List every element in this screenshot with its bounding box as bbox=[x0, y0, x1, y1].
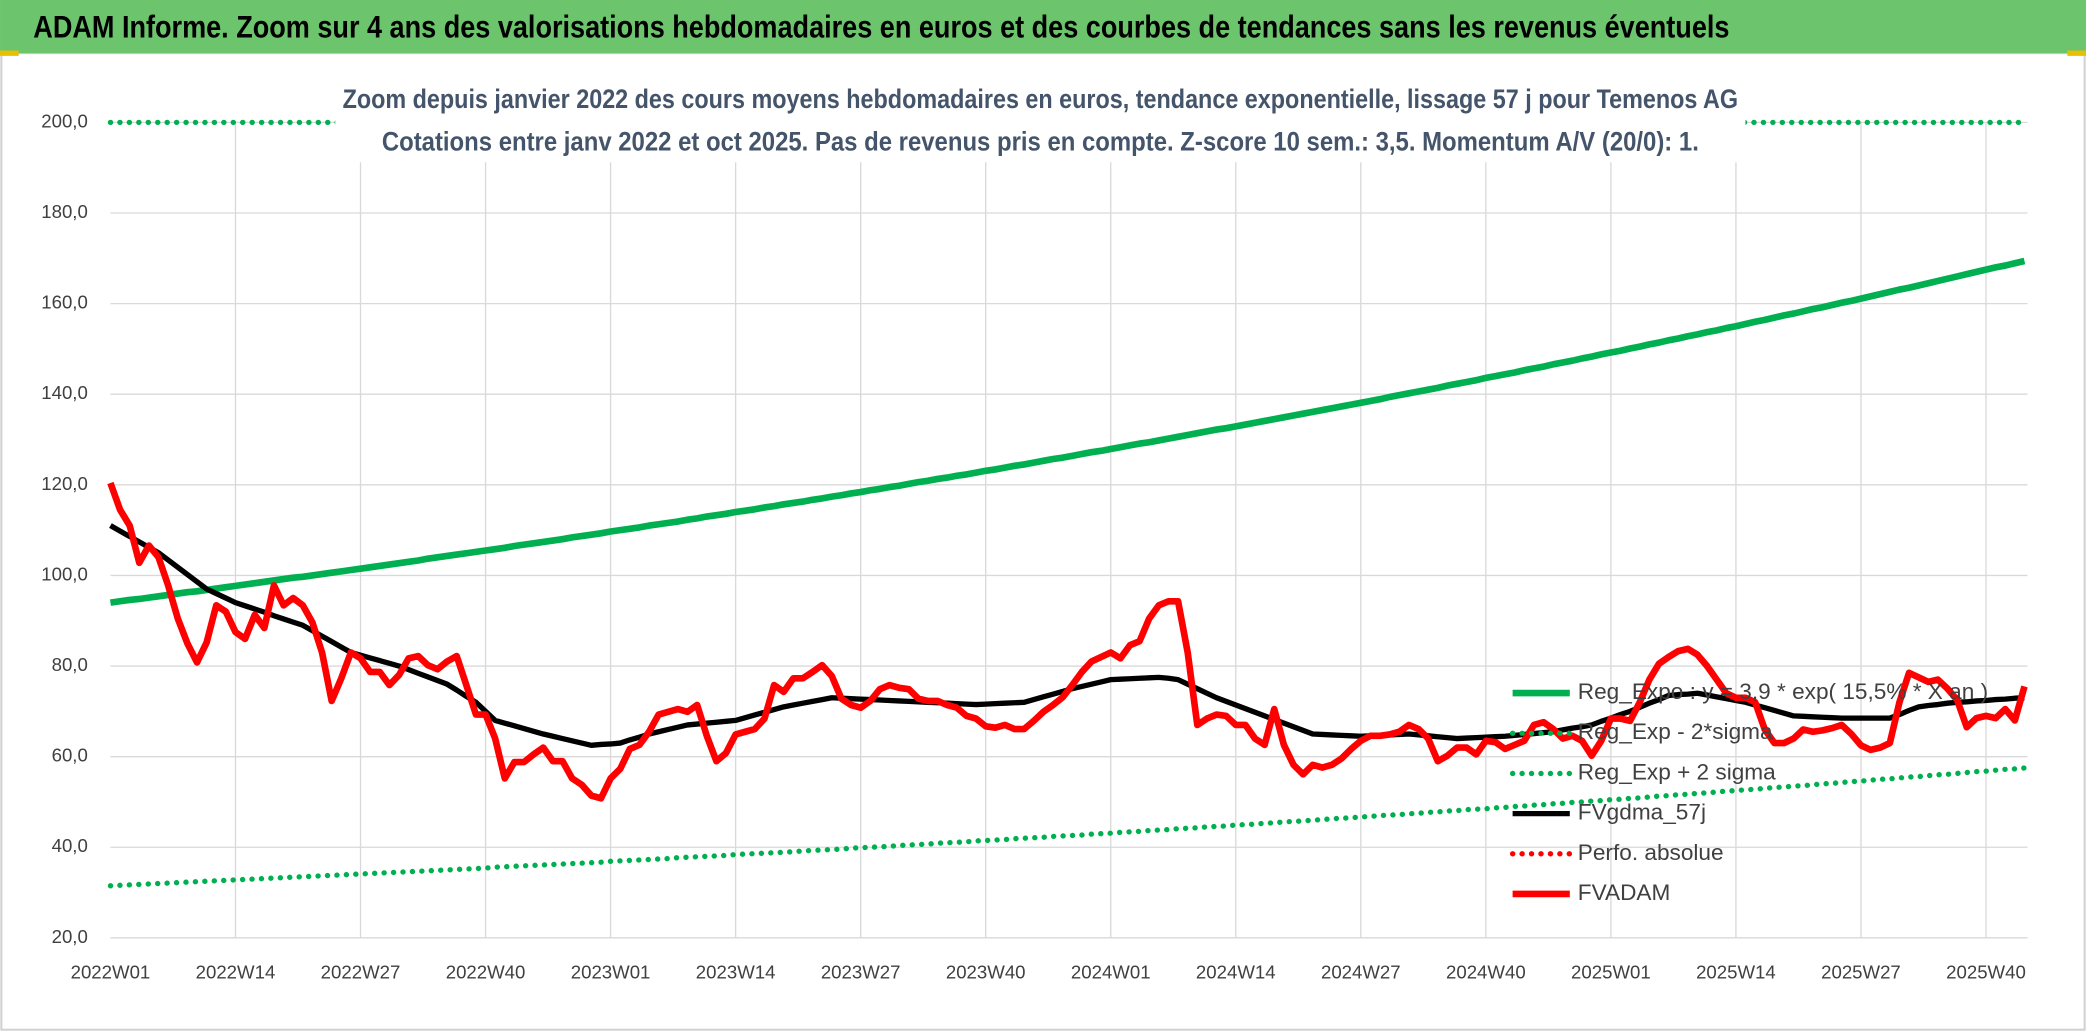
y-tick-label: 180,0 bbox=[41, 201, 88, 222]
x-tick-label: 2024W14 bbox=[1196, 962, 1276, 983]
x-tick-label: 2022W40 bbox=[446, 962, 526, 983]
chart-subtitle: Cotations entre janv 2022 et oct 2025. P… bbox=[382, 127, 1699, 157]
corner-mark bbox=[2067, 50, 2086, 56]
x-tick-label: 2023W01 bbox=[571, 962, 651, 983]
x-tick-label: 2023W27 bbox=[821, 962, 901, 983]
x-tick-label: 2025W01 bbox=[1571, 962, 1651, 983]
y-tick-label: 200,0 bbox=[41, 110, 88, 131]
header-bar bbox=[0, 0, 2086, 54]
x-tick-label: 2022W27 bbox=[321, 962, 401, 983]
legend-label: FVADAM bbox=[1578, 880, 1671, 905]
legend-label: FVgdma_57j bbox=[1578, 800, 1706, 825]
y-tick-label: 120,0 bbox=[41, 473, 88, 494]
series-line bbox=[107, 765, 2028, 889]
legend-label: Perfo. absolue bbox=[1578, 840, 1724, 865]
y-tick-label: 100,0 bbox=[41, 563, 88, 584]
series-line bbox=[109, 257, 2026, 606]
chart-title: Zoom depuis janvier 2022 des cours moyen… bbox=[343, 84, 1739, 114]
x-tick-label: 2025W14 bbox=[1696, 962, 1776, 983]
y-tick-label: 20,0 bbox=[52, 926, 88, 947]
chart-border bbox=[0, 52, 2086, 1031]
legend-label: Reg_Exp + 2 sigma bbox=[1578, 759, 1776, 784]
corner-mark bbox=[0, 50, 19, 56]
x-tick-label: 2023W40 bbox=[946, 962, 1026, 983]
x-tick-label: 2024W27 bbox=[1321, 962, 1401, 983]
x-tick-label: 2024W40 bbox=[1446, 962, 1526, 983]
x-tick-label: 2024W01 bbox=[1071, 962, 1151, 983]
header-title: ADAM Informe. Zoom sur 4 ans des valoris… bbox=[33, 9, 1729, 45]
y-tick-label: 140,0 bbox=[41, 382, 88, 403]
x-tick-label: 2022W14 bbox=[196, 962, 276, 983]
title-background bbox=[335, 79, 1746, 163]
legend-label: Reg_Expo : y = 3,9 * exp( 15,5% * X an ) bbox=[1578, 679, 1988, 704]
x-tick-label: 2025W27 bbox=[1821, 962, 1901, 983]
x-tick-label: 2023W14 bbox=[696, 962, 776, 983]
y-tick-label: 160,0 bbox=[41, 292, 88, 313]
chart-titles: Zoom depuis janvier 2022 des cours moyen… bbox=[335, 79, 1746, 163]
y-tick-label: 80,0 bbox=[52, 654, 88, 675]
y-tick-label: 60,0 bbox=[52, 745, 88, 766]
x-tick-label: 2025W40 bbox=[1946, 962, 2026, 983]
legend-label: Reg_Exp - 2*sigma bbox=[1578, 719, 1773, 744]
legend: Reg_Expo : y = 3,9 * exp( 15,5% * X an )… bbox=[1509, 679, 1988, 905]
y-tick-label: 40,0 bbox=[52, 835, 88, 856]
x-tick-label: 2022W01 bbox=[71, 962, 151, 983]
series-line bbox=[107, 481, 2028, 802]
